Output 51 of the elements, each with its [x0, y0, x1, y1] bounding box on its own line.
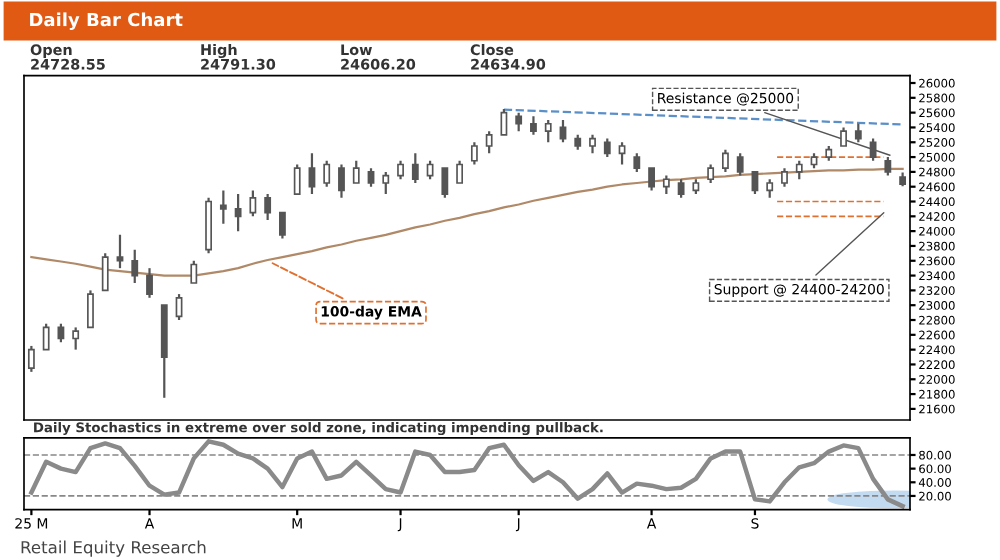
- candlestick: [278, 211, 286, 240]
- candlestick: [116, 233, 124, 270]
- candlestick: [57, 322, 65, 344]
- candlestick: [293, 163, 301, 196]
- candlestick: [382, 170, 390, 196]
- candlestick: [633, 152, 641, 173]
- candlestick: [87, 289, 94, 329]
- candlestick: [530, 115, 537, 136]
- candlestick: [101, 252, 109, 292]
- candlestick: [190, 259, 198, 285]
- candlestick: [781, 167, 788, 188]
- candlestick: [470, 141, 478, 166]
- candlestick: [72, 326, 80, 351]
- candlestick: [131, 248, 139, 285]
- candlestick: [662, 174, 670, 196]
- chart-title: Daily Bar Chart: [30, 12, 183, 30]
- candlestick: [411, 152, 419, 185]
- candlestick: [854, 122, 862, 144]
- candlestick: [707, 163, 715, 185]
- candlestick: [766, 178, 774, 199]
- candlestick: [544, 118, 552, 144]
- line-series: [29, 439, 905, 509]
- candlestick: [441, 167, 449, 199]
- candlestick: [648, 167, 656, 192]
- candlestick: [249, 189, 257, 218]
- text: Retail Equity Research: [21, 540, 206, 557]
- candlestick: [308, 152, 316, 196]
- candlestick: [721, 148, 729, 173]
- candlestick: [426, 159, 434, 181]
- candlestick: [146, 267, 153, 299]
- candlestick: [42, 322, 50, 351]
- candlestick: [736, 152, 744, 177]
- candlestick: [515, 111, 523, 133]
- candlestick: [840, 126, 847, 148]
- candlestick: [485, 130, 493, 155]
- candlestick: [264, 192, 272, 222]
- candlestick: [500, 107, 508, 136]
- candlestick: [367, 167, 375, 188]
- candlestick: [589, 133, 596, 155]
- candlestick: [603, 137, 611, 159]
- candlestick: [352, 159, 360, 185]
- candlestick: [795, 159, 803, 181]
- candlestick: [219, 189, 227, 225]
- candlestick: [338, 163, 345, 199]
- candlestick: [677, 178, 685, 199]
- candlestick: [234, 192, 242, 233]
- candlestick: [323, 159, 331, 188]
- candlestick: [456, 159, 464, 185]
- candlestick: [27, 344, 35, 373]
- candlestick: [618, 141, 626, 166]
- candlestick: [397, 159, 404, 181]
